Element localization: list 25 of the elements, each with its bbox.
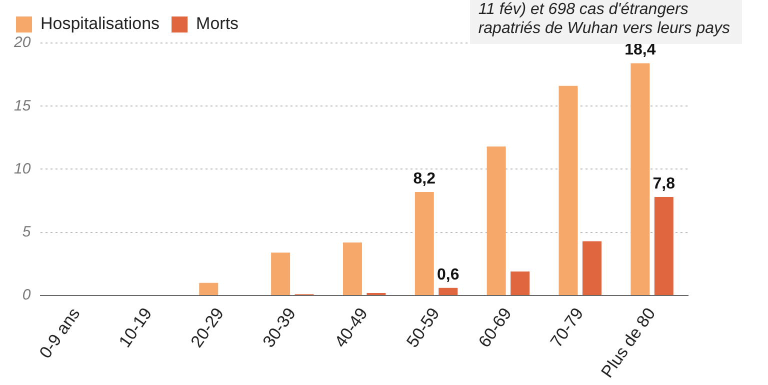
legend-label: Morts	[196, 14, 239, 34]
data-label: 7,8	[652, 175, 676, 192]
text: 11 fév) et 698 cas d'étrangers	[478, 0, 690, 19]
bar	[486, 146, 506, 295]
y-tick-label: 10	[14, 160, 32, 178]
bar	[630, 63, 650, 295]
legend-label: Hospitalisations	[40, 14, 160, 34]
bar	[510, 272, 530, 295]
y-tick-label: 5	[22, 224, 32, 241]
data-label: 18,4	[624, 42, 656, 59]
data-label: 8,2	[413, 170, 436, 188]
bar	[654, 197, 674, 295]
y-tick-label: 20	[12, 34, 32, 52]
bar	[199, 282, 218, 295]
bar	[414, 192, 434, 295]
bar	[558, 86, 578, 295]
y-tick-label: 0	[22, 286, 32, 304]
y-tick-label: 15	[14, 97, 32, 114]
data-label: 0,6	[437, 266, 460, 284]
x-tick-label: 0-9 ans	[36, 304, 84, 362]
bar	[582, 241, 602, 295]
bar	[342, 242, 362, 295]
text: rapatriés de Wuhan vers leurs pays	[478, 19, 730, 38]
bar	[438, 288, 458, 295]
bar	[271, 252, 290, 295]
